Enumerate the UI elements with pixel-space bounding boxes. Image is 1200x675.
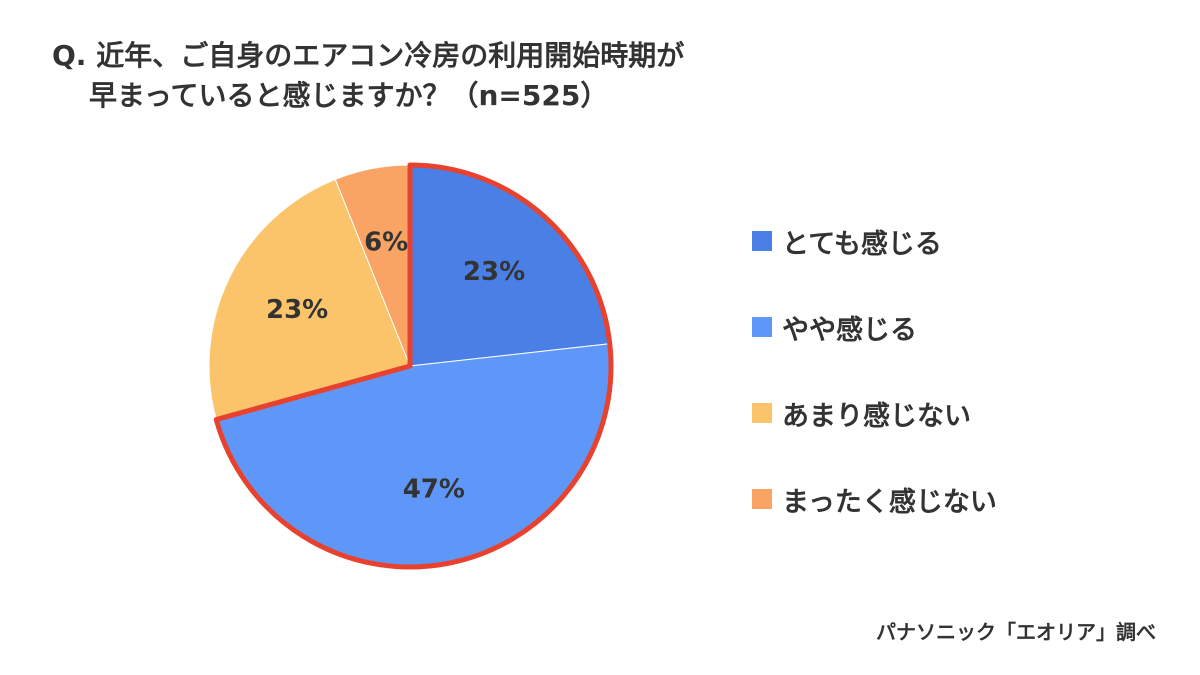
legend-label-2: やや感じる [782,314,917,346]
legend-label-3: あまり感じない [782,400,971,432]
legend-item-4: まったく感じない [752,480,997,518]
legend-swatch-4 [752,489,772,509]
chart-title: Q. 近年、ご自身のエアコン冷房の利用開始時期が 早まっていると感じますか？（n… [52,36,684,116]
chart-title-line-1: Q. 近年、ご自身のエアコン冷房の利用開始時期が [52,39,685,72]
pie-label-2: 47% [403,475,465,505]
pie-label-4: 6% [364,227,408,257]
pie-slice-3 [208,178,411,421]
legend-swatch-1 [752,231,772,251]
chart-title-line-2: 早まっていると感じますか？（n=525） [89,79,609,112]
legend-item-1: とても感じる [752,222,997,260]
legend-swatch-2 [752,317,772,337]
legend-label-4: まったく感じない [782,486,997,518]
legend-swatch-3 [752,403,772,423]
pie-label-3: 23% [266,295,328,325]
legend-label-1: とても感じる [782,228,942,260]
pie-label-1: 23% [463,257,525,287]
source-note: パナソニック「エオリア」調べ [876,620,1156,644]
legend: とても感じる やや感じる あまり感じない まったく感じない [752,222,997,566]
legend-item-3: あまり感じない [752,394,997,432]
highlight-outline [213,162,614,570]
legend-item-2: やや感じる [752,308,997,346]
